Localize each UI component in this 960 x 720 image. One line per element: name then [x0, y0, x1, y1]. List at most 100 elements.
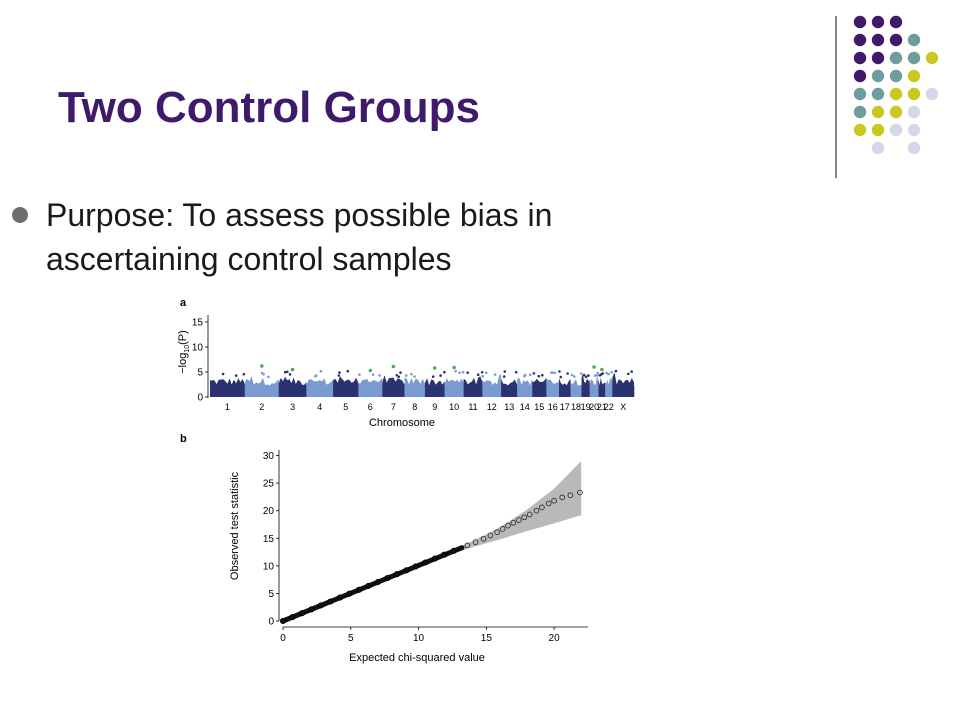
chromosome-signal [605, 377, 613, 386]
y-tick-label: 0 [197, 393, 203, 404]
snp-point [596, 371, 599, 375]
qq-point [526, 511, 533, 518]
confidence-band [445, 461, 582, 556]
snp-point [267, 375, 270, 379]
chromosome-band [424, 385, 445, 397]
decorative-dot [889, 123, 903, 137]
x-tick-label: 20 [549, 633, 561, 644]
snp-point [338, 371, 341, 374]
chromosome-band [358, 385, 383, 397]
snp-point [579, 372, 583, 375]
snp-point [454, 369, 458, 373]
chromosome-band [581, 385, 590, 397]
chromosome-tick-label: 11 [468, 402, 477, 412]
qq-point [336, 594, 343, 601]
chromosome-band [589, 385, 599, 397]
chromosome-tick-label: 5 [343, 402, 348, 412]
y-tick-label: 15 [192, 318, 204, 329]
qq-point [472, 539, 479, 545]
chromosome-tick-label: 8 [412, 402, 417, 412]
snp-point [627, 372, 630, 376]
decorative-dot [889, 33, 903, 47]
chromosome-signal [333, 376, 359, 386]
chromosome-signal [210, 378, 245, 386]
y-tick-label: 5 [268, 589, 274, 600]
qq-point [464, 542, 471, 549]
chromosome-signal [546, 378, 559, 386]
snp-point [558, 370, 561, 373]
snp-point [260, 371, 264, 375]
qq-point [412, 563, 419, 570]
snp-point [503, 370, 507, 373]
chromosome-tick-label: 21 [597, 402, 607, 412]
highlighted-snp [432, 366, 437, 370]
qq-point [533, 507, 540, 514]
snp-point [630, 370, 633, 373]
qq-ylabel: Observed test statistic [229, 471, 241, 580]
qq-marks [279, 461, 583, 625]
chromosome-tick-label: 1 [225, 402, 230, 412]
chromosome-band [278, 385, 307, 397]
chromosome-signal [382, 375, 405, 386]
highlighted-snp [592, 365, 596, 369]
chromosome-signal [501, 378, 518, 386]
snp-point [570, 373, 574, 377]
snp-point [573, 375, 576, 378]
page-title: Two Control Groups [58, 83, 481, 132]
snp-point [476, 373, 480, 376]
chromosome-band [570, 385, 582, 397]
snp-point [234, 374, 238, 377]
chromosome-tick-label: 9 [432, 402, 437, 412]
chromosome-band [333, 385, 359, 397]
x-tick-label: 10 [413, 633, 425, 644]
decorative-dot [853, 33, 867, 47]
snp-point [559, 375, 563, 379]
snp-point [584, 375, 588, 379]
snp-point [413, 375, 416, 378]
y-tick-label: 25 [263, 479, 275, 490]
snp-point [313, 375, 317, 378]
chromosome-signal [424, 378, 445, 386]
x-tick-label: 0 [280, 633, 286, 644]
manhattan-ylabel: −log10(P) [177, 330, 191, 374]
decorative-dot [925, 51, 939, 65]
decorative-dot [871, 141, 885, 155]
chromosome-tick-label: 14 [520, 402, 530, 412]
chromosome-band [532, 385, 547, 397]
y-tick-label: 0 [268, 617, 274, 628]
qq-point [577, 489, 583, 496]
snp-point [466, 371, 470, 374]
qq-point [298, 610, 306, 617]
manhattan-xlabel: Chromosome [369, 417, 435, 429]
x-tick-label: 5 [348, 633, 354, 644]
y-tick-label: 15 [263, 534, 275, 545]
chromosome-tick-label: 10 [449, 402, 459, 412]
snp-point [514, 370, 518, 374]
chromosome-tick-label: 12 [487, 402, 497, 412]
chromosome-signal [612, 372, 634, 386]
chromosome-signal [589, 375, 599, 386]
decorative-dot [907, 141, 921, 155]
chromosome-tick-label: 2 [259, 402, 264, 412]
snp-point [443, 370, 446, 374]
chromosome-signal [598, 377, 606, 386]
snp-point [283, 370, 287, 374]
decorative-dot [925, 87, 939, 101]
snp-point [532, 372, 536, 375]
highlighted-snp [600, 367, 604, 372]
snp-point [537, 374, 541, 378]
snp-point [587, 374, 590, 377]
qq-point [551, 497, 557, 504]
qq-point [289, 614, 296, 621]
snp-point [600, 373, 603, 376]
y-tick-label: 20 [263, 506, 275, 517]
qq-point [393, 571, 400, 578]
qq-point [505, 522, 511, 529]
snp-point [541, 373, 544, 377]
snp-point [502, 375, 506, 378]
snp-point [358, 373, 361, 376]
chromosome-band [482, 385, 502, 397]
decorative-dot [853, 69, 867, 83]
snp-point [614, 369, 618, 373]
